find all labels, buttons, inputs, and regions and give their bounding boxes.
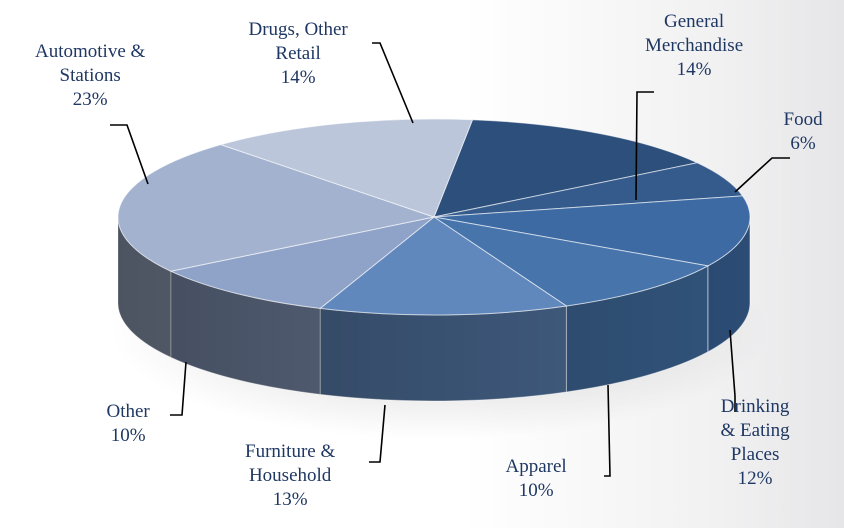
pie-slice-5 bbox=[169, 216, 435, 309]
slice-percent: 14% bbox=[676, 59, 712, 80]
leader-line-2 bbox=[729, 329, 736, 412]
slice-percent: 12% bbox=[737, 468, 773, 489]
slice-label-text: & Eating bbox=[720, 420, 790, 441]
leader-line-1 bbox=[734, 157, 790, 193]
slice-percent: 13% bbox=[272, 489, 308, 510]
pie-tops bbox=[117, 118, 751, 316]
slice-label-4: Furniture & Household 13% bbox=[245, 440, 335, 512]
slice-label-text: General bbox=[664, 11, 725, 32]
slice-percent: 10% bbox=[110, 425, 146, 446]
slice-label-7: Drugs, Other Retail 14% bbox=[249, 18, 348, 90]
slice-percent: 6% bbox=[790, 133, 816, 154]
slice-label-2: Drinking & Eating Places 12% bbox=[721, 395, 790, 491]
slice-percent: 23% bbox=[72, 89, 108, 110]
slice-percent: 14% bbox=[280, 67, 316, 88]
pie-slice-4 bbox=[318, 216, 568, 316]
pie-sides bbox=[117, 216, 751, 402]
leader-line-7 bbox=[372, 42, 414, 124]
slice-label-text: Stations bbox=[59, 65, 121, 86]
leader-line-3 bbox=[604, 384, 611, 477]
slice-label-5: Other 10% bbox=[107, 400, 150, 448]
leader-line-5 bbox=[170, 361, 187, 416]
slice-label-text: Other bbox=[106, 401, 150, 422]
side-shading bbox=[118, 217, 750, 401]
pie-slice-6 bbox=[117, 144, 436, 272]
leader-lines bbox=[110, 42, 790, 477]
leader-line-4 bbox=[369, 404, 386, 463]
slice-label-6: Automotive & Stations 23% bbox=[35, 40, 145, 112]
leader-line-0 bbox=[635, 91, 654, 201]
slice-label-text: Automotive & bbox=[35, 41, 146, 62]
slice-label-1: Food 6% bbox=[784, 108, 823, 156]
pie-slice-7 bbox=[219, 118, 474, 218]
slice-label-text: Retail bbox=[275, 43, 321, 64]
pie-slice-3 bbox=[433, 216, 710, 307]
pie-slice-0 bbox=[433, 119, 699, 218]
slice-label-text: Drugs, Other bbox=[248, 19, 348, 40]
slice-percent: 10% bbox=[518, 480, 554, 501]
slice-label-text: Apparel bbox=[505, 456, 567, 477]
slice-label-text: Furniture & bbox=[245, 441, 336, 462]
slice-label-text: Merchandise bbox=[645, 35, 744, 56]
leader-line-6 bbox=[110, 124, 149, 185]
slice-label-3: Apparel 10% bbox=[506, 455, 567, 503]
slice-label-0: General Merchandise 14% bbox=[645, 10, 743, 82]
slice-label-text: Household bbox=[248, 465, 332, 486]
slice-label-text: Places bbox=[730, 444, 780, 465]
pie-slice-2 bbox=[433, 195, 751, 267]
slice-label-text: Drinking bbox=[720, 396, 790, 417]
slice-label-text: Food bbox=[783, 109, 823, 130]
